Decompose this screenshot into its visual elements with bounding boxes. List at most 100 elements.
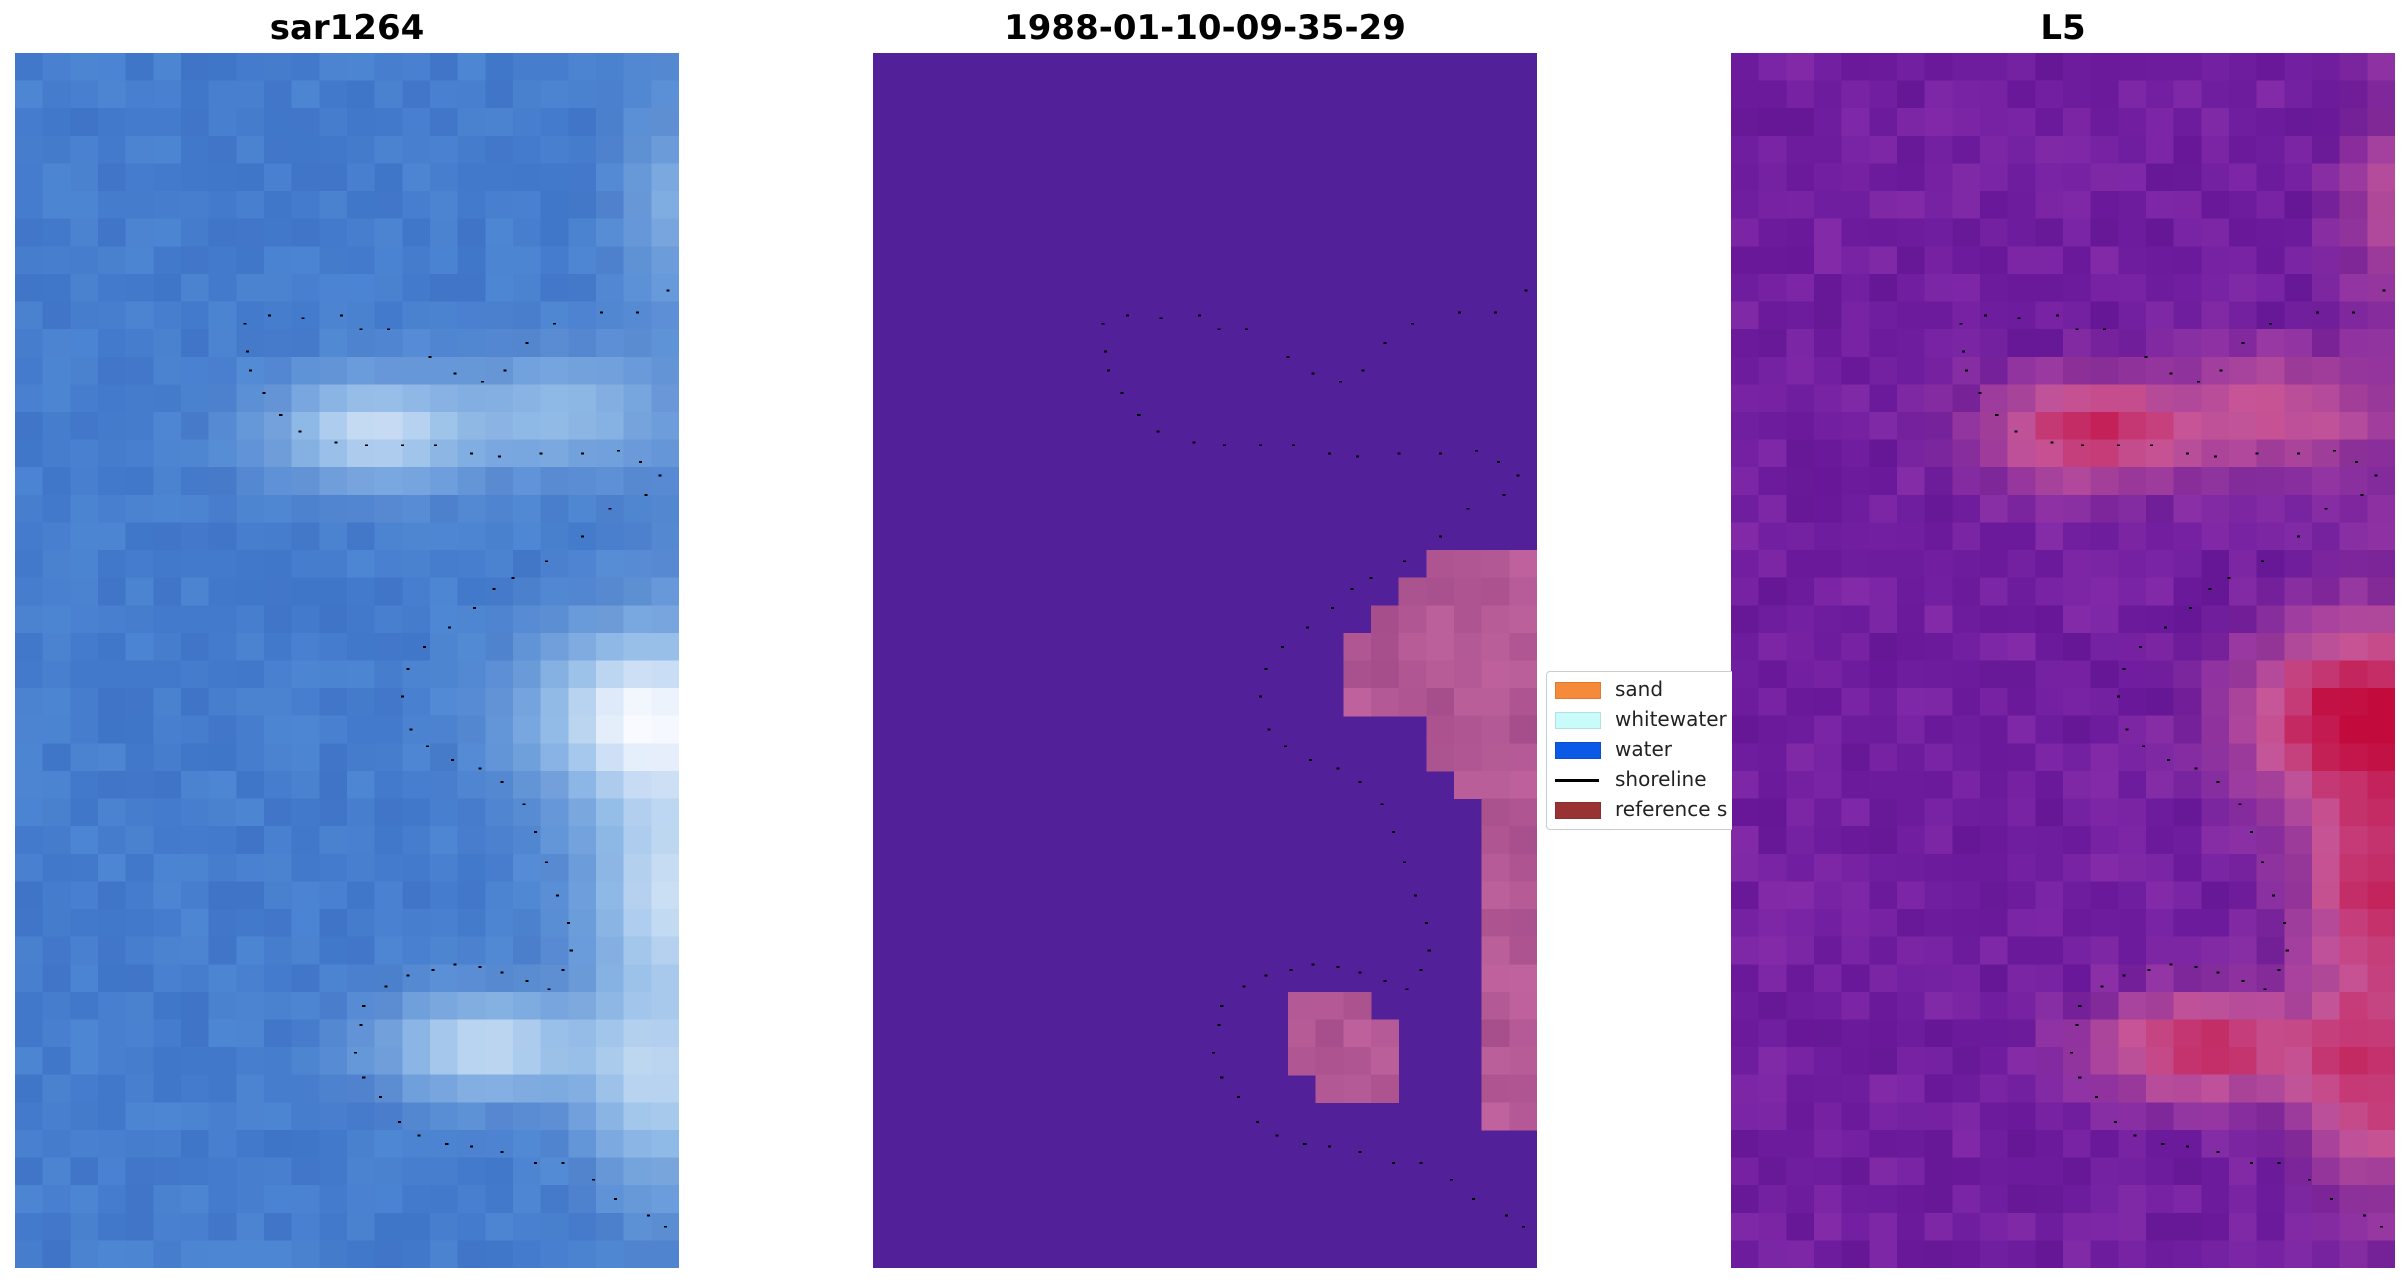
shoreline-dot bbox=[2282, 922, 2286, 924]
shoreline-dot bbox=[2332, 449, 2336, 452]
shoreline-dot bbox=[1217, 1024, 1221, 1027]
shoreline-dot bbox=[243, 322, 247, 325]
shoreline-dot bbox=[406, 974, 410, 977]
shoreline-dot bbox=[561, 1162, 565, 1165]
panel-title-classification: 1988-01-10-09-35-29 bbox=[1004, 8, 1406, 48]
shoreline-dot bbox=[453, 372, 457, 375]
shoreline-dot bbox=[2241, 342, 2245, 345]
shoreline-dot bbox=[500, 971, 504, 974]
shoreline-dot bbox=[2100, 985, 2104, 988]
shoreline-dot bbox=[1411, 322, 1415, 325]
shoreline-dot bbox=[1222, 444, 1227, 447]
shoreline-dot bbox=[1330, 607, 1334, 610]
shoreline-dot bbox=[1328, 452, 1332, 455]
shoreline-dot bbox=[1311, 372, 1315, 375]
shoreline-dot bbox=[1104, 350, 1108, 353]
shoreline-dot bbox=[638, 460, 642, 463]
shoreline-dot bbox=[492, 587, 496, 590]
shoreline-dot bbox=[2277, 968, 2281, 971]
shoreline-dot bbox=[1391, 1162, 1395, 1165]
shoreline-dot bbox=[2379, 1225, 2383, 1228]
classification-panel bbox=[873, 53, 1537, 1268]
shoreline-dot bbox=[1336, 966, 1340, 969]
panel-title-rgb: sar1264 bbox=[269, 8, 425, 48]
shoreline-dot bbox=[1217, 328, 1221, 331]
shoreline-dot bbox=[616, 449, 620, 452]
shoreline-dot bbox=[1192, 441, 1196, 444]
shoreline-dot bbox=[566, 922, 570, 924]
shoreline-dot bbox=[409, 728, 413, 731]
shoreline-dot bbox=[2163, 626, 2168, 629]
legend: sand whitewater water shoreline referenc… bbox=[1546, 671, 1732, 830]
shoreline-dot bbox=[2050, 441, 2054, 444]
shoreline-dot bbox=[384, 985, 388, 988]
shoreline-dot bbox=[2260, 861, 2264, 864]
shoreline-dot bbox=[364, 444, 369, 447]
legend-item-reference-shoreline: reference s bbox=[1555, 794, 1732, 824]
shoreline-dot bbox=[450, 759, 454, 762]
shoreline-dot bbox=[1236, 1095, 1240, 1098]
shoreline-dot bbox=[569, 949, 573, 952]
legend-label: water bbox=[1615, 737, 1672, 761]
shoreline-dot bbox=[600, 311, 604, 314]
water-swatch bbox=[1555, 742, 1601, 759]
shoreline-dot bbox=[2075, 328, 2079, 331]
shoreline-dot bbox=[644, 493, 648, 496]
shoreline-dot bbox=[2122, 667, 2126, 670]
shoreline-dot bbox=[1984, 314, 1988, 317]
shoreline-dot bbox=[2316, 311, 2320, 314]
shoreline-dot bbox=[525, 342, 529, 345]
shoreline-dot bbox=[2241, 979, 2245, 982]
shoreline-dot bbox=[1962, 350, 1966, 353]
legend-label: whitewater bbox=[1615, 707, 1727, 731]
whitewater-swatch bbox=[1555, 712, 1601, 729]
shoreline-dot bbox=[580, 452, 584, 455]
shoreline-dot bbox=[1220, 1004, 1224, 1007]
shoreline-dot bbox=[522, 803, 526, 806]
shoreline-dot bbox=[2194, 966, 2198, 969]
shoreline-dot bbox=[1402, 861, 1406, 864]
shoreline-dot bbox=[1516, 474, 1520, 477]
shoreline-dot bbox=[1424, 922, 1428, 924]
shoreline-dot bbox=[2260, 560, 2264, 563]
shoreline-dot bbox=[434, 444, 438, 447]
shoreline-dot bbox=[2161, 1142, 2165, 1145]
legend-item-shoreline: shoreline bbox=[1555, 764, 1732, 794]
shoreline-dot bbox=[2249, 1162, 2253, 1165]
shoreline-dot bbox=[1305, 626, 1310, 629]
shoreline-dot bbox=[481, 380, 485, 383]
shoreline-dot bbox=[1355, 455, 1359, 458]
shoreline-dot bbox=[1505, 1214, 1509, 1217]
shoreline-dot bbox=[2080, 444, 2085, 447]
shoreline-dot bbox=[2263, 988, 2267, 991]
shoreline-dot bbox=[1358, 971, 1362, 974]
shoreline-dot bbox=[1466, 507, 1470, 510]
shoreline-dot bbox=[2186, 452, 2190, 455]
shoreline-dot bbox=[2169, 963, 2173, 966]
shoreline-dot bbox=[2255, 452, 2259, 455]
shoreline-dot bbox=[1258, 695, 1262, 698]
shoreline-dot bbox=[340, 314, 344, 317]
shoreline-dot bbox=[580, 535, 584, 538]
shoreline-dot bbox=[1438, 452, 1442, 455]
shoreline-dot bbox=[406, 667, 410, 670]
shoreline-dot bbox=[417, 1134, 421, 1137]
reference-swatch bbox=[1555, 802, 1601, 819]
shoreline-dot bbox=[2139, 645, 2143, 648]
shoreline-dot bbox=[400, 444, 404, 447]
shoreline-dot bbox=[2285, 949, 2289, 952]
shoreline-dot bbox=[2103, 328, 2107, 331]
shoreline-dot bbox=[497, 455, 501, 458]
shoreline-dot bbox=[544, 861, 548, 864]
shoreline-dot bbox=[2269, 322, 2273, 325]
legend-label: sand bbox=[1615, 677, 1664, 701]
shoreline-dot bbox=[2014, 430, 2018, 433]
shoreline-dot bbox=[2382, 289, 2386, 292]
shoreline-dot bbox=[2354, 460, 2358, 463]
shoreline-dot bbox=[1427, 949, 1431, 952]
shoreline-dot bbox=[1267, 728, 1271, 731]
shoreline-dot bbox=[2094, 1095, 2098, 1098]
shoreline-dot bbox=[478, 966, 482, 969]
shoreline-dot bbox=[2363, 1214, 2367, 1217]
shoreline-dot bbox=[1494, 311, 1498, 314]
